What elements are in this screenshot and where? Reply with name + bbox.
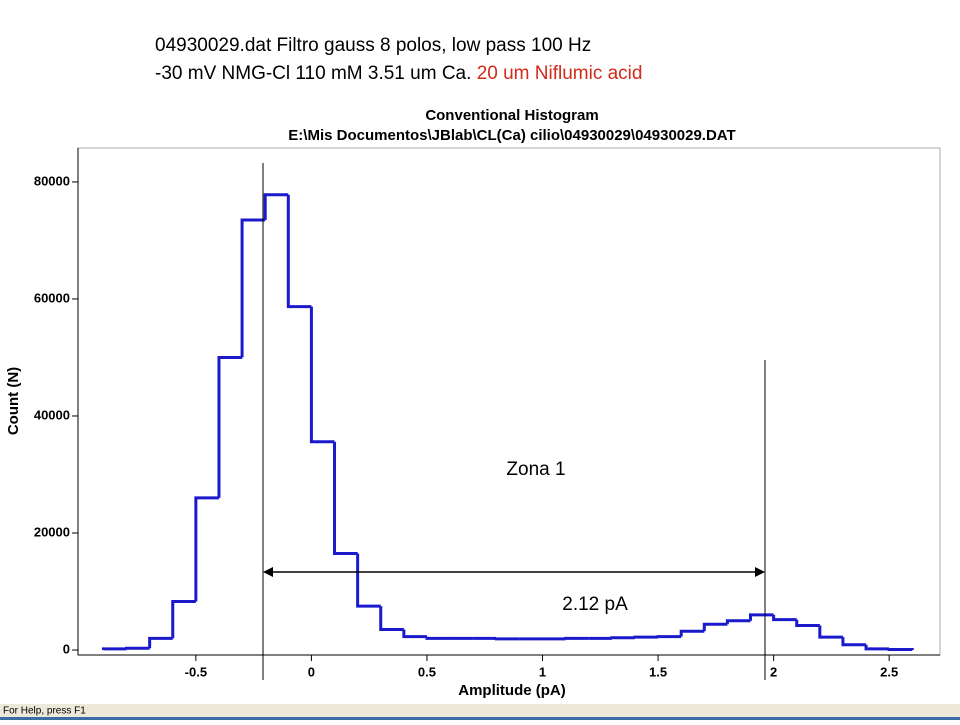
y-tick-label: 20000 bbox=[34, 524, 70, 539]
histogram-step bbox=[333, 441, 358, 555]
y-tick-label: 80000 bbox=[34, 173, 70, 188]
y-tick-label: 0 bbox=[63, 641, 70, 656]
histogram-step bbox=[402, 629, 427, 639]
histogram-step bbox=[494, 637, 520, 641]
histogram-step bbox=[725, 619, 751, 625]
histogram-step bbox=[240, 218, 266, 358]
histogram-step bbox=[263, 193, 289, 220]
histogram-step bbox=[610, 636, 635, 640]
histogram-step bbox=[564, 636, 589, 640]
histogram-step bbox=[702, 622, 728, 632]
header-line: -30 mV NMG-Cl 110 mM 3.51 um Ca. 20 um N… bbox=[155, 63, 642, 84]
header-highlight: 20 um Niflumic acid bbox=[477, 63, 643, 84]
annotation: 2.12 pA bbox=[562, 594, 628, 615]
header-text: -30 mV NMG-Cl 110 mM 3.51 um Ca. bbox=[155, 63, 471, 84]
y-tick-label: 60000 bbox=[34, 290, 70, 305]
histogram-step bbox=[101, 647, 127, 651]
histogram-step bbox=[125, 646, 150, 650]
histogram-step bbox=[425, 636, 451, 640]
plot-frame bbox=[77, 147, 941, 656]
x-tick-label: 0 bbox=[308, 664, 315, 679]
histogram-step bbox=[356, 553, 381, 608]
histogram-step bbox=[379, 606, 404, 632]
histogram-step bbox=[171, 599, 196, 639]
status-bar bbox=[0, 704, 960, 720]
x-tick-label: -0.5 bbox=[185, 664, 207, 679]
y-tick-label: 40000 bbox=[34, 407, 70, 422]
chart-subtitle: E:\Mis Documentos\JBlab\CL(Ca) cilio\049… bbox=[288, 127, 735, 144]
x-tick-label: 1 bbox=[539, 664, 546, 679]
y-axis-label: Count (N) bbox=[5, 367, 22, 435]
histogram-step bbox=[148, 636, 173, 649]
histogram-step bbox=[656, 635, 682, 639]
chart-title: Conventional Histogram bbox=[425, 107, 598, 124]
histogram-step bbox=[795, 619, 820, 627]
x-tick-label: 2 bbox=[770, 664, 777, 679]
histogram-step bbox=[633, 635, 659, 639]
histogram-step bbox=[864, 644, 890, 651]
histogram-step bbox=[818, 625, 843, 639]
histogram-step bbox=[772, 614, 797, 622]
histogram-step bbox=[841, 637, 867, 647]
histogram-step bbox=[887, 647, 914, 651]
histogram-step bbox=[217, 355, 243, 498]
annotation: Zona 1 bbox=[506, 459, 565, 480]
x-tick-label: 1.5 bbox=[649, 664, 667, 679]
histogram-step bbox=[286, 194, 312, 309]
header-line: 04930029.dat Filtro gauss 8 polos, low p… bbox=[155, 35, 591, 56]
status-text: For Help, press F1 bbox=[3, 706, 86, 717]
histogram-step bbox=[748, 613, 774, 621]
histogram-step bbox=[679, 629, 705, 637]
x-tick-label: 0.5 bbox=[418, 664, 436, 679]
x-tick-label: 2.5 bbox=[880, 664, 898, 679]
x-axis-label: Amplitude (pA) bbox=[458, 682, 565, 699]
histogram-step bbox=[194, 496, 219, 602]
histogram-step bbox=[309, 306, 335, 444]
